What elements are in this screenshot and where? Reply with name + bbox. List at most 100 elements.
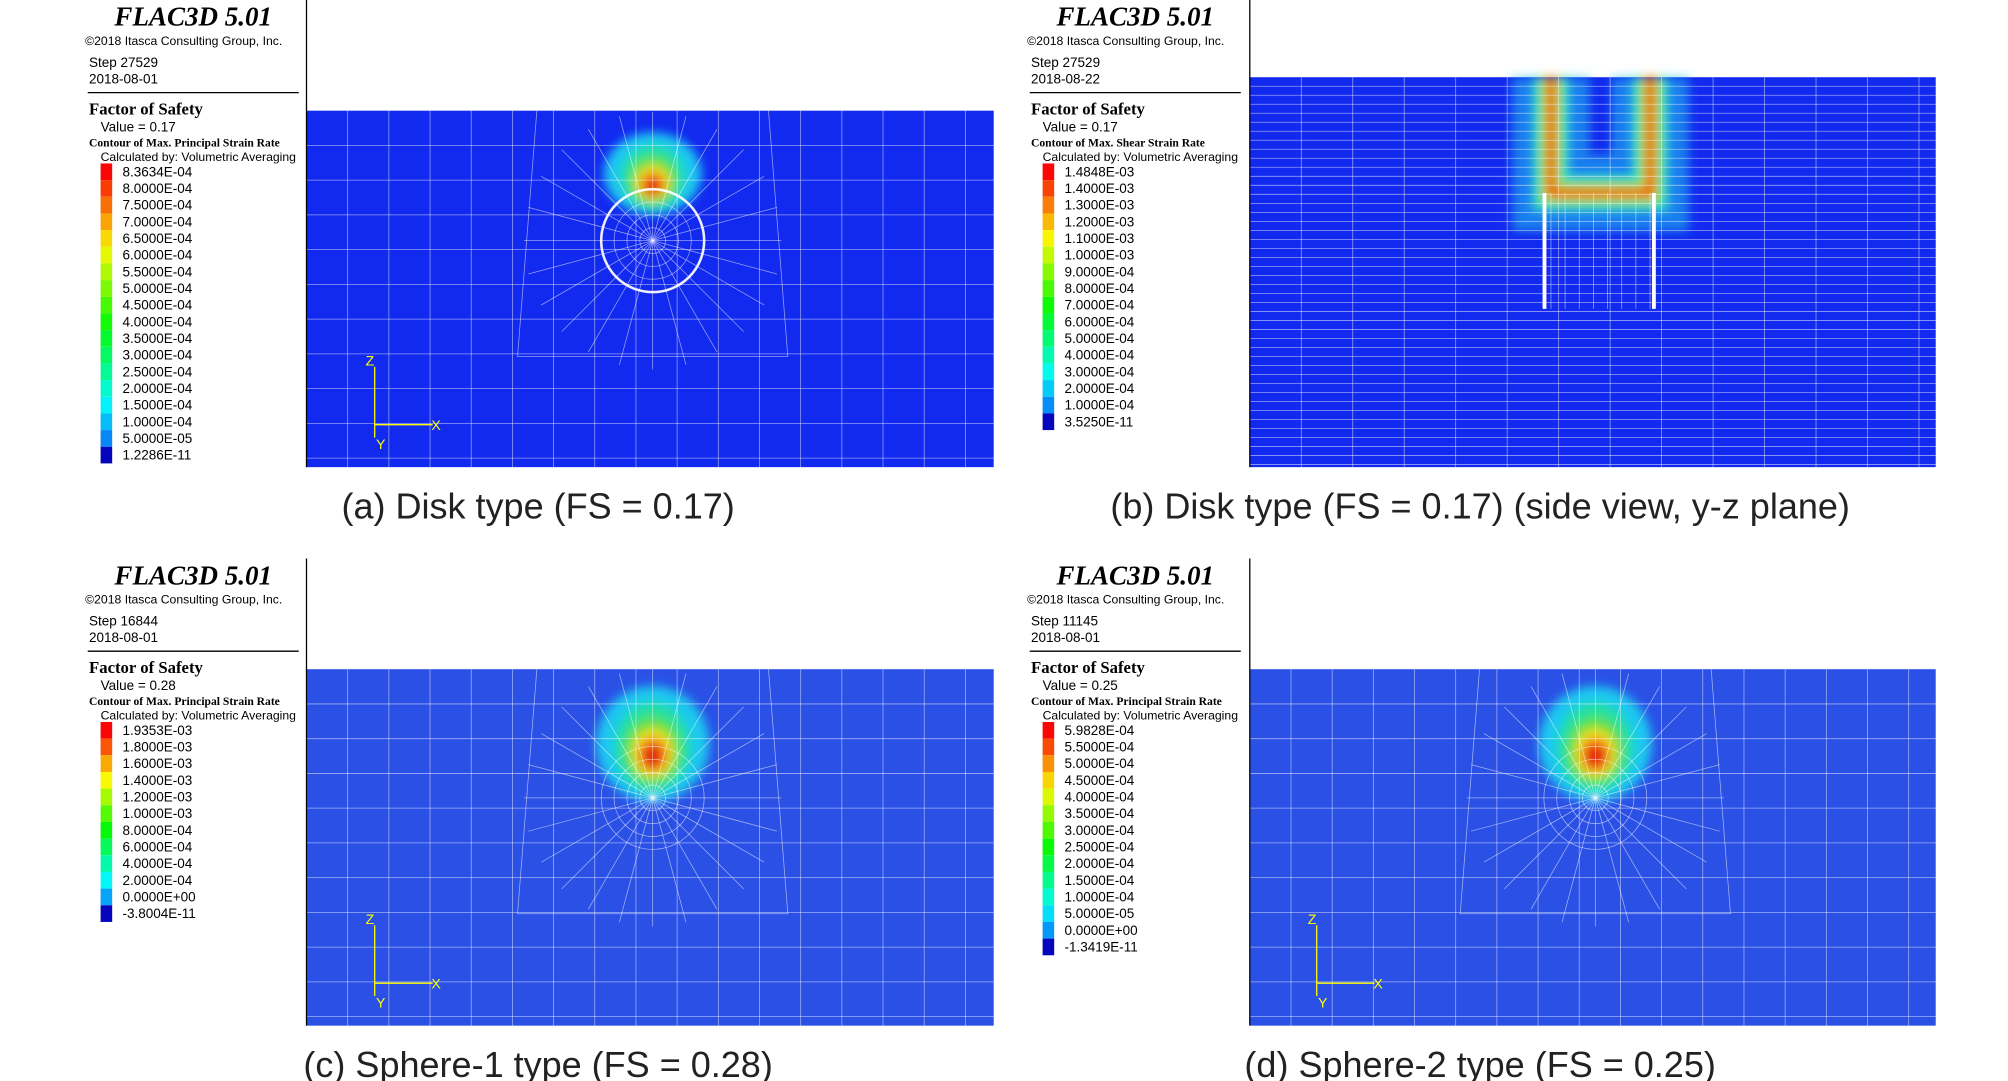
mesh-line: [1530, 686, 1596, 799]
mesh-line: [1470, 764, 1596, 799]
mesh: [306, 110, 994, 468]
caption: (c) Sphere-1 type (FS = 0.28): [303, 1044, 772, 1081]
legend-swatch: [1042, 721, 1055, 739]
legend-level: 1.4000E-03: [122, 773, 192, 788]
mesh-line: [587, 797, 654, 910]
legend-swatch: [1042, 313, 1055, 331]
model-plot: [1249, 77, 1936, 468]
legend-level: 3.0000E-04: [122, 348, 192, 363]
legend-level: 5.0000E-04: [1064, 756, 1134, 771]
step: Step 27529: [1031, 55, 1100, 70]
legend-level: 2.0000E-04: [122, 381, 192, 396]
mesh-line: [652, 175, 765, 241]
legend-level: 2.5000E-04: [1064, 839, 1134, 854]
legend-swatch: [1042, 855, 1055, 872]
legend-title: Factor of Safety: [89, 658, 204, 677]
legend-swatch: [1042, 905, 1055, 922]
legend-swatch: [100, 430, 113, 447]
legend-swatch: [1042, 163, 1055, 181]
mesh-line: [652, 797, 687, 923]
legend-level: 2.0000E-04: [1064, 381, 1134, 396]
date: 2018-08-01: [89, 72, 158, 87]
legend-swatch: [1042, 871, 1055, 889]
step: Step 16844: [89, 613, 159, 628]
mesh-line: [1530, 797, 1596, 910]
mesh-line: [652, 240, 765, 306]
legend-level: 0.0000E+00: [1064, 923, 1137, 938]
mesh-ring: [626, 214, 679, 267]
legend-swatch: [100, 396, 113, 414]
legend-level: 4.5000E-04: [122, 298, 192, 313]
mesh-line: [561, 240, 653, 332]
legend-swatch: [1042, 246, 1055, 264]
mesh-ring: [1543, 746, 1648, 850]
legend-swatch: [100, 721, 113, 739]
legend-level: 1.0000E-04: [1064, 398, 1134, 413]
legend-swatch: [100, 855, 113, 872]
mesh-line: [652, 686, 718, 799]
legend-swatch: [100, 296, 113, 314]
legend-swatch: [1042, 196, 1055, 214]
legend-swatch: [100, 821, 113, 839]
mesh-line: [587, 686, 654, 799]
legend-level: 7.0000E-04: [122, 214, 192, 229]
legend-level: 0.0000E+00: [122, 889, 195, 904]
axis-z-label: Z: [1308, 911, 1317, 927]
legend-swatch: [1042, 296, 1055, 314]
legend-swatch: [100, 163, 113, 181]
contour-title: Contour of Max. Principal Strain Rate: [1031, 695, 1222, 708]
mesh-line: [652, 206, 778, 242]
mesh-line: [618, 797, 654, 923]
legend-swatch: [1042, 363, 1055, 381]
legend-swatch: [1042, 738, 1055, 756]
legend-swatch: [100, 871, 113, 889]
legend-level: 9.0000E-04: [1064, 264, 1134, 279]
mesh-line: [1561, 673, 1596, 798]
mesh-ring: [600, 746, 705, 850]
mesh-line: [1595, 733, 1707, 799]
mesh-ring: [639, 227, 666, 254]
axis-y-label: Y: [376, 436, 386, 452]
mesh-line: [652, 129, 718, 241]
mesh: [306, 669, 994, 1026]
fs-value: Value = 0.25: [1043, 678, 1118, 693]
legend-swatch: [100, 788, 113, 806]
legend-level: 1.8000E-03: [122, 739, 192, 754]
contour-title: Contour of Max. Principal Strain Rate: [89, 695, 280, 708]
legend-swatch: [1042, 771, 1055, 789]
contour-title: Contour of Max. Shear Strain Rate: [1031, 137, 1205, 150]
legend-swatch: [100, 838, 113, 856]
mesh-line: [528, 797, 653, 832]
legend-level: 6.0000E-04: [122, 248, 192, 263]
contour-band: [1547, 77, 1654, 197]
mesh-line: [1504, 797, 1596, 890]
panel: FLAC3D 5.01 ©2018 Itasca Consulting Group…: [1027, 558, 1936, 1081]
copyright: ©2018 Itasca Consulting Group, Inc.: [1027, 34, 1224, 48]
legend-level: 8.3634E-04: [122, 164, 192, 179]
mesh-line: [541, 175, 653, 241]
mesh-line: [652, 240, 718, 353]
date: 2018-08-01: [1031, 630, 1100, 645]
axis-y-label: Y: [376, 995, 386, 1011]
mesh-line: [1595, 706, 1687, 799]
legend-swatch: [1042, 413, 1055, 431]
legend-level: 3.0000E-04: [1064, 823, 1134, 838]
averaging: Calculated by: Volumetric Averaging: [1043, 150, 1239, 164]
legend-level: 7.5000E-04: [122, 198, 192, 213]
mesh-line: [652, 797, 744, 890]
legend-level: -3.8004E-11: [122, 906, 195, 921]
mesh-line: [652, 673, 687, 798]
legend-level: 1.5000E-04: [122, 398, 192, 413]
caption: (a) Disk type (FS = 0.17): [341, 486, 734, 527]
legend-swatch: [100, 196, 113, 214]
legend-swatch: [100, 213, 113, 231]
legend-swatch: [100, 888, 113, 906]
legend-level: 4.0000E-04: [1064, 348, 1134, 363]
date: 2018-08-01: [89, 630, 158, 645]
mesh-line: [1561, 797, 1596, 923]
mesh-line: [1595, 797, 1687, 890]
mesh-line: [1504, 706, 1596, 799]
legend-swatch: [1042, 888, 1055, 906]
joint: [599, 187, 706, 294]
legend-swatch: [100, 313, 113, 331]
